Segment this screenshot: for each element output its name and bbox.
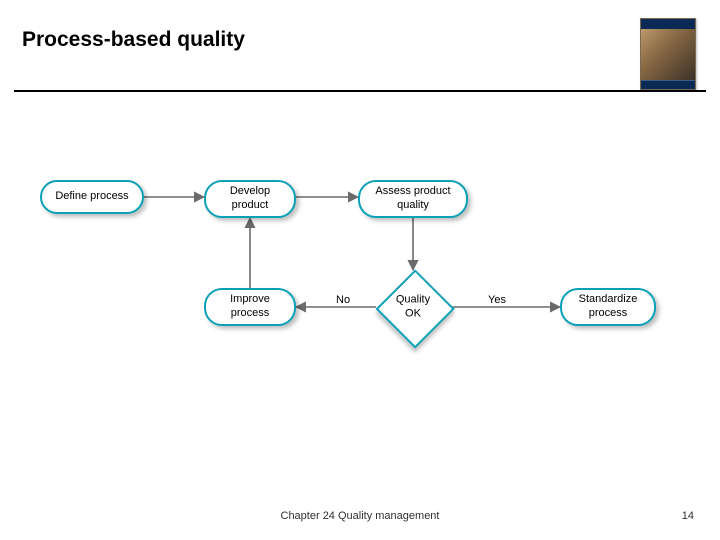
footer-caption: Chapter 24 Quality management [0,510,720,522]
title-divider [14,90,706,92]
page-number: 14 [682,510,694,522]
flowchart-edge-label: No [336,294,350,306]
flowchart-node-label: Standardizeprocess [579,293,638,321]
page-title: Process-based quality [22,28,245,52]
flowchart-node-improve: Improveprocess [204,288,296,326]
flowchart-node-label: Assess productquality [375,185,450,213]
flowchart-node-label: Improveprocess [230,293,270,321]
flowchart-node-standardize: Standardizeprocess [560,288,656,326]
flowchart-node-assess: Assess productquality [358,180,468,218]
flowchart-node-develop: Developproduct [204,180,296,218]
flowchart-node-quality_ok: QualityOK [376,270,450,344]
flowchart-edge-label: Yes [488,294,506,306]
flowchart-node-label: Define process [55,190,128,204]
book-cover-image [640,18,696,90]
flowchart-node-define: Define process [40,180,144,214]
flowchart: Define process Developproduct Assess produ… [40,180,680,380]
flowchart-node-label: Developproduct [230,185,270,213]
